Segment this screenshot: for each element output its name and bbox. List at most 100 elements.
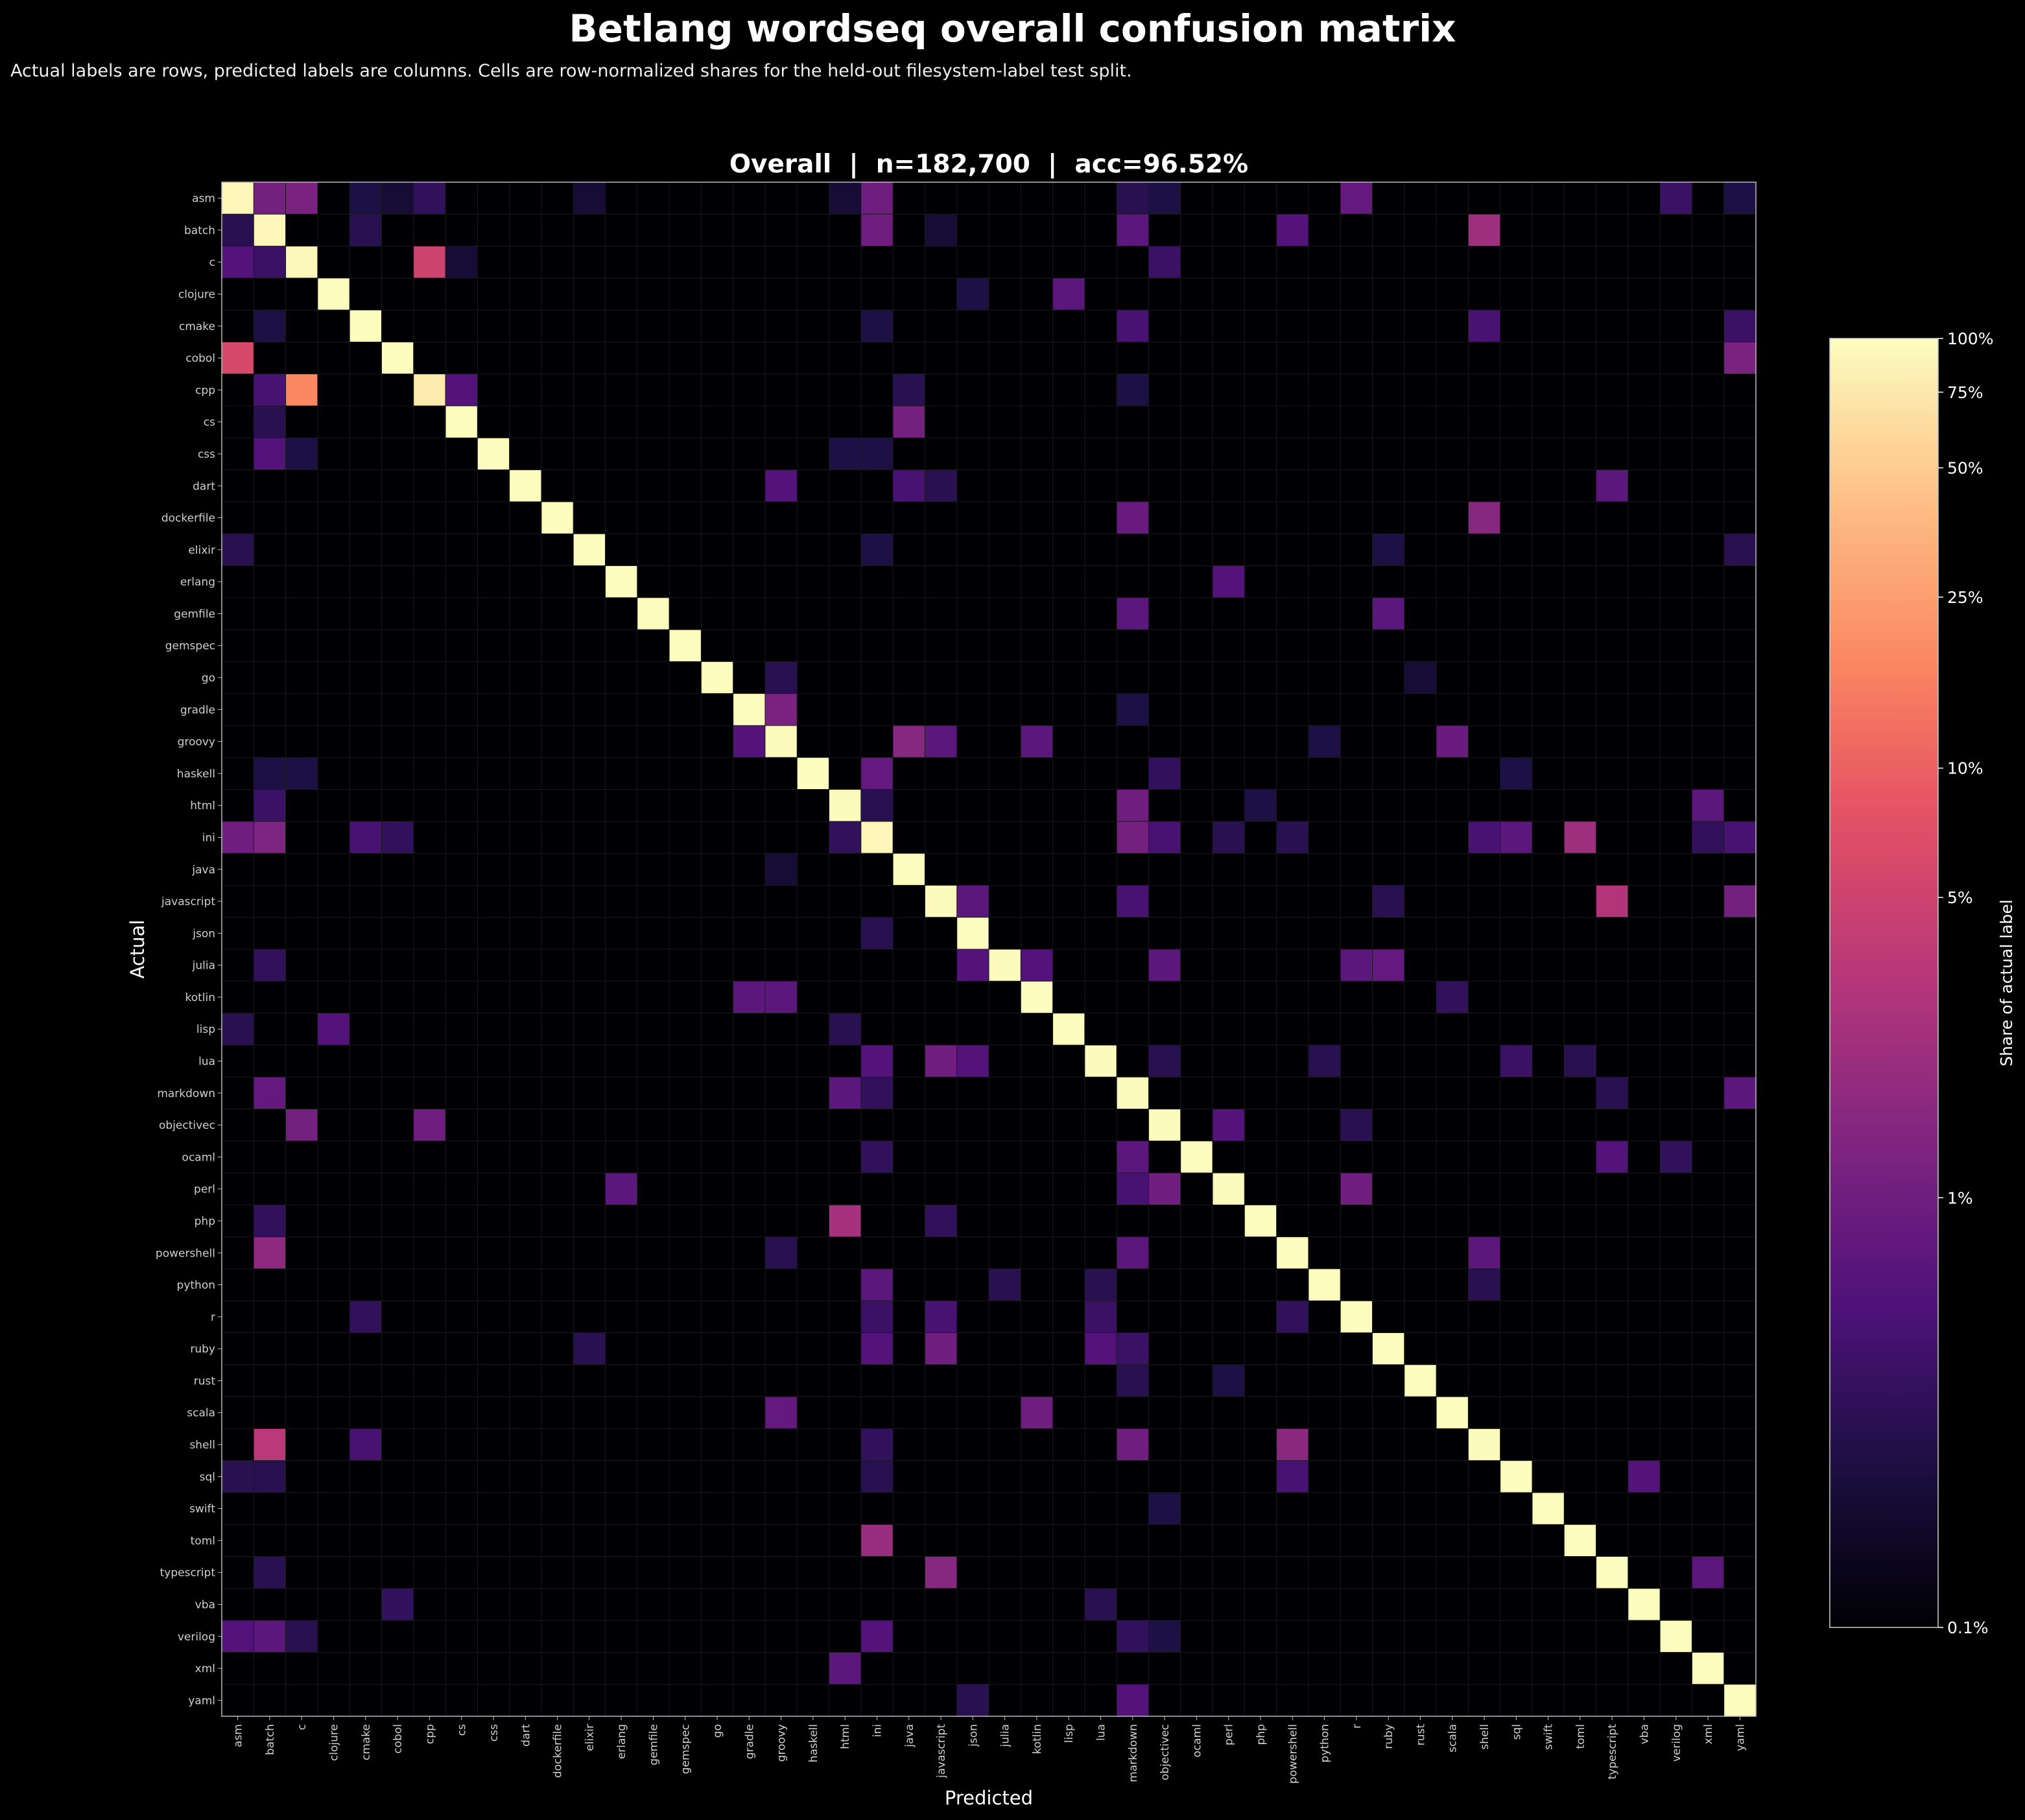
heatmap-cell-json-julia	[989, 917, 1021, 950]
heatmap-cell-r-xml	[1692, 1301, 1725, 1334]
heatmap-cell-scala-perl	[1213, 1397, 1245, 1429]
heatmap-cell-vba-lua	[1084, 1588, 1117, 1621]
heatmap-cell-lua-lua	[1084, 1045, 1117, 1078]
heatmap-cell-julia-dart	[509, 949, 542, 982]
heatmap-cell-cobol-yaml	[1723, 342, 1757, 375]
heatmap-cell-typescript-swift	[1532, 1556, 1565, 1589]
heatmap-cell-toml-batch	[254, 1524, 287, 1557]
heatmap-cell-vba-clojure	[317, 1588, 350, 1621]
heatmap-cell-dart-json	[956, 469, 989, 502]
x-tick-label-typescript: typescript	[1606, 1724, 1619, 1780]
heatmap-cell-python-batch	[254, 1268, 287, 1301]
heatmap-cell-markdown-ruby	[1372, 1077, 1405, 1110]
heatmap-cell-typescript-xml	[1692, 1556, 1725, 1589]
heatmap-cell-python-clojure	[317, 1268, 350, 1301]
heatmap-cell-swift-c	[285, 1492, 318, 1525]
heatmap-cell-html-cobol	[381, 789, 414, 822]
x-tick-label-erlang: erlang	[615, 1724, 628, 1759]
heatmap-cell-haskell-toml	[1564, 757, 1597, 790]
heatmap-cell-haskell-html	[829, 757, 862, 790]
heatmap-cell-gradle-gradle	[733, 693, 766, 726]
heatmap-cell-java-swift	[1532, 853, 1565, 886]
heatmap-cell-cmake-julia	[989, 310, 1021, 343]
heatmap-cell-xml-gradle	[733, 1652, 766, 1685]
heatmap-cell-asm-gemspec	[669, 182, 702, 215]
heatmap-cell-kotlin-cpp	[413, 981, 446, 1014]
heatmap-cell-swift-toml	[1564, 1492, 1597, 1525]
heatmap-cell-toml-html	[829, 1524, 862, 1557]
heatmap-cell-ruby-gemfile	[637, 1332, 670, 1365]
heatmap-cell-r-swift	[1532, 1301, 1565, 1334]
heatmap-cell-json-cmake	[349, 917, 383, 950]
heatmap-cell-typescript-ruby	[1372, 1556, 1405, 1589]
heatmap-cell-clojure-lua	[1084, 278, 1117, 311]
heatmap-cell-clojure-xml	[1692, 278, 1725, 311]
heatmap-cell-lua-clojure	[317, 1045, 350, 1078]
heatmap-cell-html-vba	[1628, 789, 1661, 822]
heatmap-cell-dockerfile-asm	[222, 501, 254, 534]
heatmap-cell-gradle-toml	[1564, 693, 1597, 726]
heatmap-cell-toml-cobol	[381, 1524, 414, 1557]
heatmap-cell-ocaml-haskell	[797, 1140, 830, 1174]
heatmap-cell-rust-yaml	[1723, 1364, 1757, 1397]
heatmap-cell-javascript-objectivec	[1148, 885, 1181, 918]
heatmap-cell-objectivec-swift	[1532, 1109, 1565, 1142]
heatmap-cell-powershell-asm	[222, 1236, 254, 1270]
heatmap-cell-verilog-ocaml	[1180, 1620, 1213, 1653]
heatmap-cell-xml-cmake	[349, 1652, 383, 1685]
heatmap-cell-shell-r	[1340, 1428, 1373, 1461]
heatmap-cell-ocaml-powershell	[1276, 1140, 1309, 1174]
heatmap-cell-go-json	[956, 661, 989, 694]
chart-title: Betlang wordseq overall confusion matrix	[569, 6, 1456, 51]
heatmap-cell-lisp-toml	[1564, 1013, 1597, 1046]
heatmap-cell-clojure-groovy	[764, 278, 798, 311]
heatmap-cell-clojure-ruby	[1372, 278, 1405, 311]
heatmap-cell-xml-lisp	[1052, 1652, 1085, 1685]
heatmap-cell-shell-clojure	[317, 1428, 350, 1461]
heatmap-cell-powershell-haskell	[797, 1236, 830, 1270]
heatmap-cell-gemfile-markdown	[1117, 597, 1150, 630]
heatmap-cell-json-typescript	[1596, 917, 1629, 950]
heatmap-cell-go-kotlin	[1021, 661, 1054, 694]
heatmap-cell-powershell-html	[829, 1236, 862, 1270]
heatmap-cell-asm-groovy	[764, 182, 798, 215]
heatmap-cell-lisp-groovy	[764, 1013, 798, 1046]
heatmap-cell-rust-perl	[1213, 1364, 1245, 1397]
heatmap-cell-cpp-cobol	[381, 373, 414, 407]
heatmap-cell-yaml-kotlin	[1021, 1684, 1054, 1717]
heatmap-cell-r-cpp	[413, 1301, 446, 1334]
heatmap-cell-html-toml	[1564, 789, 1597, 822]
heatmap-cell-cpp-sql	[1500, 373, 1533, 407]
heatmap-cell-groovy-ini	[860, 725, 894, 758]
heatmap-cell-go-dart	[509, 661, 542, 694]
heatmap-cell-ruby-vba	[1628, 1332, 1661, 1365]
heatmap-cell-python-groovy	[764, 1268, 798, 1301]
heatmap-cell-rust-dart	[509, 1364, 542, 1397]
heatmap-cell-r-r	[1340, 1301, 1373, 1334]
heatmap-cell-clojure-typescript	[1596, 278, 1629, 311]
heatmap-cell-scala-elixir	[573, 1397, 606, 1429]
heatmap-cell-java-yaml	[1723, 853, 1757, 886]
heatmap-cell-gradle-swift	[1532, 693, 1565, 726]
heatmap-cell-vba-ini	[860, 1588, 894, 1621]
heatmap-cell-go-gemfile	[637, 661, 670, 694]
heatmap-cell-r-gemfile	[637, 1301, 670, 1334]
heatmap-cell-cobol-html	[829, 342, 862, 375]
heatmap-cell-cs-html	[829, 406, 862, 438]
heatmap-cell-sql-xml	[1692, 1460, 1725, 1493]
heatmap-cell-verilog-javascript	[925, 1620, 958, 1653]
heatmap-cell-verilog-r	[1340, 1620, 1373, 1653]
heatmap-cell-shell-lua	[1084, 1428, 1117, 1461]
heatmap-cell-ruby-scala	[1436, 1332, 1469, 1365]
heatmap-cell-ocaml-python	[1308, 1140, 1341, 1174]
heatmap-cell-toml-cmake	[349, 1524, 383, 1557]
heatmap-cell-kotlin-julia	[989, 981, 1021, 1014]
heatmap-cell-cmake-javascript	[925, 310, 958, 343]
heatmap-cell-sql-lisp	[1052, 1460, 1085, 1493]
heatmap-cell-ocaml-dart	[509, 1140, 542, 1174]
heatmap-cell-verilog-java	[893, 1620, 926, 1653]
heatmap-cell-gemspec-gemfile	[637, 630, 670, 662]
heatmap-cell-json-r	[1340, 917, 1373, 950]
heatmap-cell-markdown-rust	[1404, 1077, 1437, 1110]
heatmap-cell-html-asm	[222, 789, 254, 822]
